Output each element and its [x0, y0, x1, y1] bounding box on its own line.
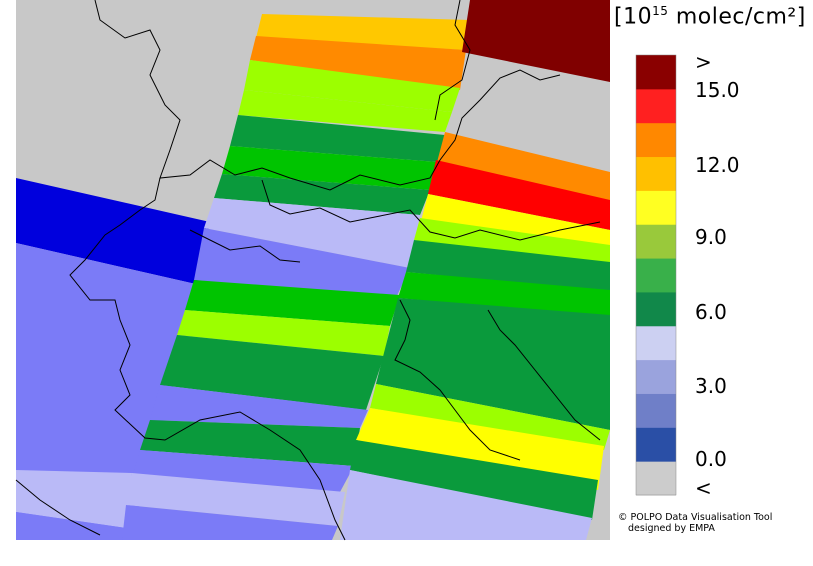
colorbar-swatch	[636, 88, 676, 124]
borders	[15, 0, 601, 541]
colorbar-swatch	[636, 325, 676, 361]
colorbar-swatch	[636, 291, 676, 327]
colorbar-swatch	[636, 393, 676, 428]
left-swath	[16, 178, 210, 540]
tick-label-0: 0.0	[695, 447, 727, 471]
right-swath	[340, 0, 610, 540]
colorbar-swatch	[636, 359, 676, 394]
units-prefix: [10	[614, 4, 653, 30]
tick-label-12: 12.0	[695, 153, 740, 177]
units-label: [1015 molec/cm²]	[614, 4, 806, 29]
units-exponent: 15	[652, 4, 669, 18]
colorbar-swatch	[636, 122, 676, 158]
tick-label-min: <	[695, 476, 712, 500]
colorbar-swatch	[636, 258, 676, 293]
tick-label-3: 3.0	[695, 374, 727, 398]
middle-swath	[122, 0, 470, 540]
colorbar-swatch	[636, 224, 676, 259]
colorbar-swatch	[636, 156, 676, 191]
credit-text: © POLPO Data Visualisation Tool designed…	[618, 512, 772, 534]
tick-label-15: 15.0	[695, 78, 740, 102]
colorbar-swatch	[636, 55, 676, 90]
tick-label-max: >	[695, 50, 712, 74]
credit-line-1: © POLPO Data Visualisation Tool	[618, 512, 773, 523]
colorbar-swatch	[636, 461, 676, 496]
tick-label-6: 6.0	[695, 300, 727, 324]
units-suffix: molec/cm²]	[668, 4, 806, 30]
colorbar	[636, 55, 676, 496]
credit-line-2: designed by EMPA	[628, 523, 715, 534]
colorbar-frame	[635, 54, 677, 496]
colorbar-swatch	[636, 190, 676, 225]
colorbar-swatch	[636, 427, 676, 462]
tick-label-9: 9.0	[695, 225, 727, 249]
